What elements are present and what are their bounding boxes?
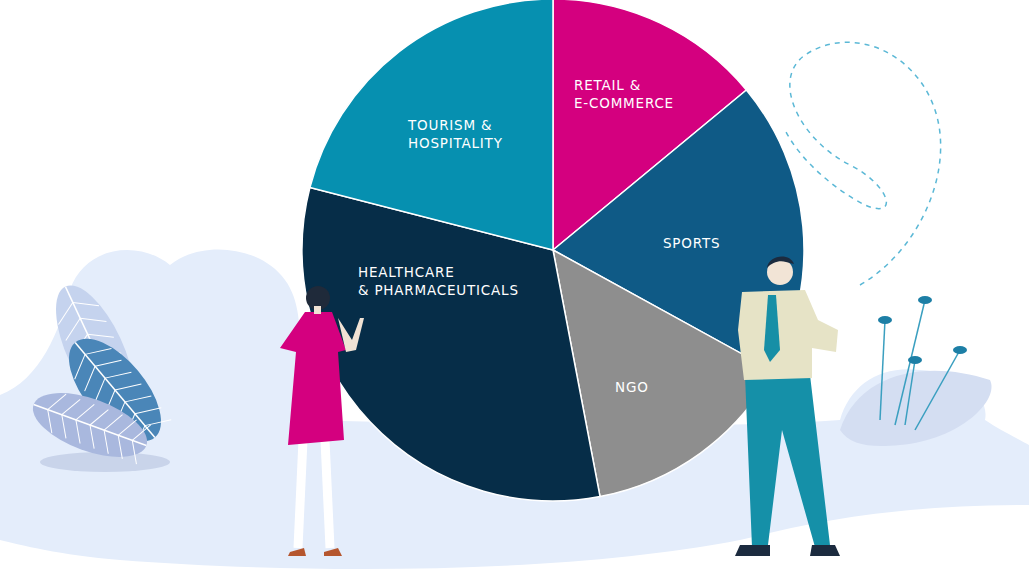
man — [735, 256, 840, 556]
leaf-vein — [73, 293, 99, 315]
plant-stem — [915, 350, 960, 430]
plant-stem — [895, 300, 925, 425]
woman-neck — [314, 306, 321, 314]
leaf-vein — [97, 430, 115, 454]
leaf-vein — [118, 416, 136, 440]
leaf-vein — [135, 398, 161, 423]
man-shoe — [735, 545, 770, 556]
slice-label: RETAIL & E-COMMERCE — [574, 77, 674, 111]
man-shoe — [810, 545, 840, 556]
leaf — [25, 380, 156, 470]
dashed-loop — [785, 42, 941, 285]
plant-flower — [953, 346, 967, 354]
people — [280, 256, 840, 556]
chart-container: RETAIL & E-COMMERCE SPORTS NGO HEALTHCARE & P… — [0, 0, 1029, 574]
leaf-vein — [80, 309, 106, 331]
man-shirt — [738, 290, 838, 380]
slice-label-line: NGO — [615, 379, 649, 395]
woman — [280, 286, 364, 556]
man-tie — [764, 295, 780, 362]
leaf-vein — [125, 386, 151, 411]
leaf-vein — [132, 421, 150, 445]
slice-label-line: TOURISM & — [407, 117, 492, 133]
leaf-vein — [60, 318, 86, 340]
plant-flower — [908, 356, 922, 364]
leaf-vein — [76, 400, 94, 424]
slice-label: HEALTHCARE & PHARMACEUTICALS — [358, 264, 519, 298]
leaf-vein — [104, 411, 122, 435]
leaf-vein — [90, 405, 108, 429]
leaf-vein — [53, 302, 79, 324]
slice-label-line: & PHARMACEUTICALS — [358, 282, 519, 298]
plant-stem — [880, 320, 885, 420]
leaf-vein — [48, 390, 66, 414]
slice-label-line: RETAIL & — [574, 77, 641, 93]
plant-flower — [878, 316, 892, 324]
leaf-vein — [105, 363, 131, 388]
woman-dress — [280, 312, 346, 445]
leaf-vein — [41, 410, 59, 434]
slice-labels: RETAIL & E-COMMERCE SPORTS NGO HEALTHCARE & P… — [358, 77, 720, 395]
pie — [302, 0, 804, 501]
leaf-vein — [67, 354, 93, 379]
leaf-vein — [111, 435, 129, 459]
plant-leaf — [840, 371, 992, 446]
slice-label-line: HOSPITALITY — [408, 135, 503, 151]
woman-leg — [325, 440, 330, 548]
slice-label: SPORTS — [663, 235, 720, 251]
woman-arm — [338, 318, 364, 352]
woman-shoe — [324, 548, 342, 556]
leaf-vein — [77, 366, 103, 391]
leaf-vein — [55, 415, 73, 439]
chart-svg: RETAIL & E-COMMERCE SPORTS NGO HEALTHCARE & P… — [0, 0, 1029, 574]
pie-slice — [310, 0, 553, 250]
man-hair — [767, 256, 794, 268]
man-pants — [745, 375, 830, 547]
woman-shoe — [288, 548, 306, 556]
leaf-vein — [145, 410, 171, 435]
leaf-vein — [62, 395, 80, 419]
slice-label: TOURISM & HOSPITALITY — [407, 117, 503, 151]
leaf-body — [25, 380, 156, 470]
leaf-vein — [115, 375, 141, 400]
leaf-vein — [95, 351, 121, 376]
leaf-vein — [83, 425, 101, 449]
slice-label: NGO — [615, 379, 649, 395]
slice-label-line: E-COMMERCE — [574, 95, 674, 111]
leaf-vein — [125, 440, 143, 464]
pie-slice — [302, 188, 600, 501]
woman-leg — [298, 440, 303, 548]
slice-label-line: HEALTHCARE — [358, 264, 455, 280]
plant-stem — [905, 360, 915, 425]
plant-flower — [918, 296, 932, 304]
leaf-vein — [69, 420, 87, 444]
slice-label-line: SPORTS — [663, 235, 720, 251]
leaf-vein — [85, 339, 111, 364]
